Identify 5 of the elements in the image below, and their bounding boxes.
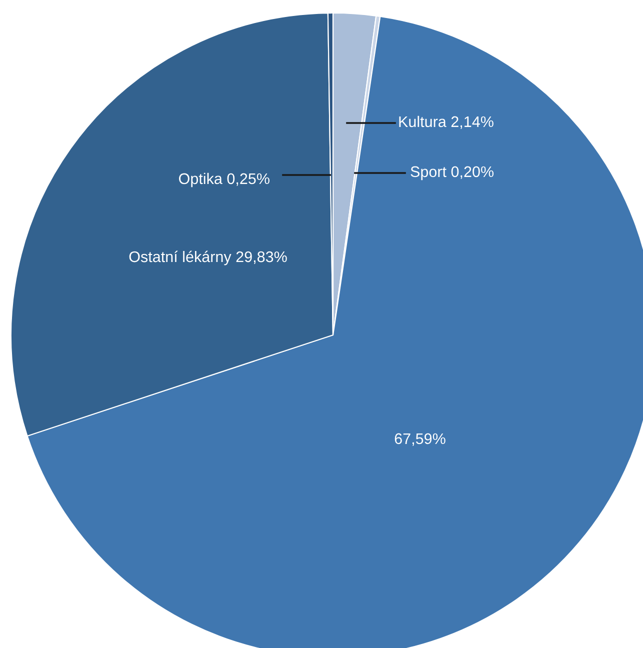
data-label: 67,59% (394, 433, 446, 446)
slice-label: Ostatní lékárny 29,83% (129, 250, 287, 266)
slice-label: Kultura 2,14% (399, 116, 494, 129)
slice-label: Optika 0,25% (179, 172, 270, 188)
slice-label: Sport 0,20% (410, 166, 494, 180)
